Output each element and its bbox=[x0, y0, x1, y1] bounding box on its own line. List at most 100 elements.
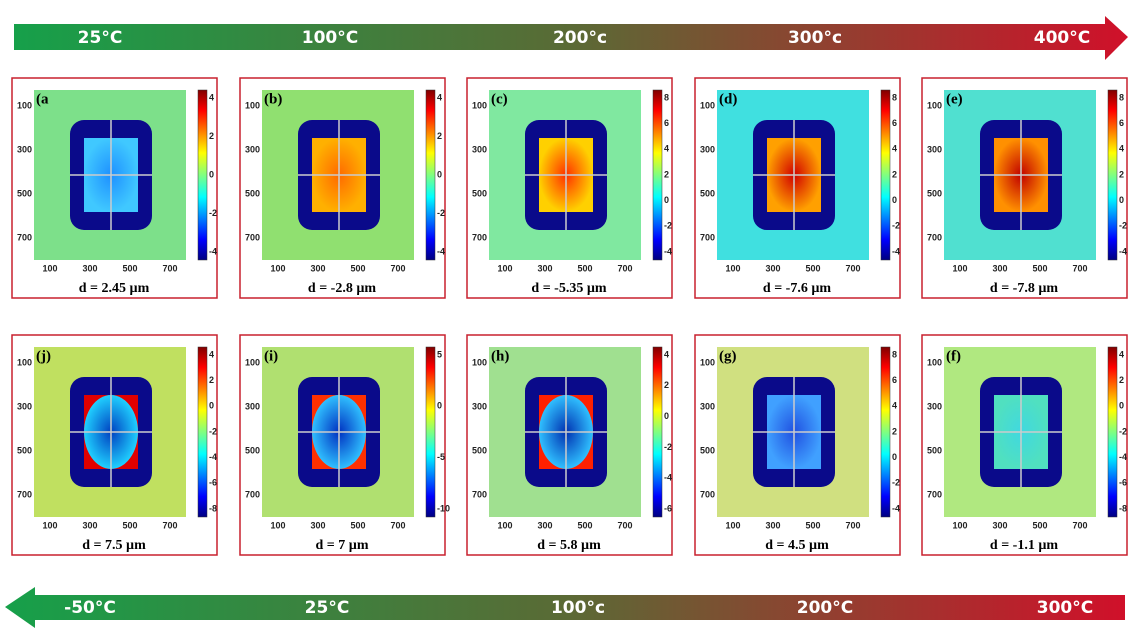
y-tick-label: 100 bbox=[17, 357, 32, 367]
y-tick-label: 300 bbox=[927, 401, 942, 411]
y-tick-label: 300 bbox=[700, 144, 715, 154]
caption: d = 4.5 µm bbox=[765, 538, 829, 553]
x-tick-label: 500 bbox=[805, 520, 820, 530]
colorbar bbox=[198, 90, 207, 260]
x-tick-label: 700 bbox=[1072, 263, 1087, 273]
colorbar-tick-label: -4 bbox=[209, 246, 217, 256]
x-tick-label: 700 bbox=[162, 263, 177, 273]
colorbar-tick-label: -2 bbox=[209, 426, 217, 436]
colorbar bbox=[881, 347, 890, 517]
y-tick-label: 100 bbox=[927, 357, 942, 367]
x-tick-label: 700 bbox=[617, 520, 632, 530]
x-tick-label: 700 bbox=[1072, 520, 1087, 530]
colorbar-tick-label: 2 bbox=[664, 380, 669, 390]
x-tick-label: 700 bbox=[162, 520, 177, 530]
panel-label: (a bbox=[36, 91, 49, 107]
colorbar bbox=[198, 347, 207, 517]
panel-label: (h) bbox=[491, 348, 509, 364]
colorbar-tick-label: -2 bbox=[1119, 426, 1127, 436]
colorbar-tick-label: 8 bbox=[664, 92, 669, 102]
panel-label: (d) bbox=[719, 91, 737, 107]
x-tick-label: 300 bbox=[992, 263, 1007, 273]
y-tick-label: 700 bbox=[700, 489, 715, 499]
panel-label: (f) bbox=[946, 348, 961, 364]
colorbar-tick-label: 8 bbox=[892, 92, 897, 102]
colorbar-tick-label: 5 bbox=[437, 349, 442, 359]
caption: d = 7.5 µm bbox=[82, 538, 146, 553]
y-tick-label: 500 bbox=[245, 445, 260, 455]
colorbar bbox=[1108, 347, 1117, 517]
x-tick-label: 500 bbox=[122, 520, 137, 530]
panel-label: (g) bbox=[719, 348, 737, 364]
x-tick-label: 100 bbox=[725, 263, 740, 273]
x-tick-label: 300 bbox=[537, 263, 552, 273]
colorbar bbox=[1108, 90, 1117, 260]
x-tick-label: 100 bbox=[42, 520, 57, 530]
x-tick-label: 300 bbox=[537, 520, 552, 530]
x-tick-label: 700 bbox=[390, 263, 405, 273]
y-tick-label: 100 bbox=[245, 357, 260, 367]
colorbar-tick-label: 6 bbox=[1119, 118, 1124, 128]
x-tick-label: 300 bbox=[765, 520, 780, 530]
x-tick-label: 100 bbox=[952, 263, 967, 273]
x-tick-label: 500 bbox=[1032, 263, 1047, 273]
y-tick-label: 500 bbox=[700, 188, 715, 198]
colorbar-tick-label: -4 bbox=[1119, 246, 1127, 256]
y-tick-label: 500 bbox=[17, 188, 32, 198]
caption: d = -1.1 µm bbox=[990, 538, 1058, 553]
x-tick-label: 100 bbox=[42, 263, 57, 273]
x-tick-label: 300 bbox=[82, 263, 97, 273]
colorbar-tick-label: 4 bbox=[892, 144, 897, 154]
x-tick-label: 500 bbox=[577, 520, 592, 530]
colorbar-tick-label: 2 bbox=[892, 426, 897, 436]
x-tick-label: 300 bbox=[82, 520, 97, 530]
y-tick-label: 100 bbox=[17, 100, 32, 110]
x-tick-label: 100 bbox=[497, 520, 512, 530]
temperature-label: 25°C bbox=[78, 28, 123, 48]
colorbar-tick-label: -10 bbox=[437, 503, 450, 513]
colorbar-tick-label: 2 bbox=[664, 169, 669, 179]
y-tick-label: 700 bbox=[245, 489, 260, 499]
panel-label: (b) bbox=[264, 91, 282, 107]
temperature-label: 100°c bbox=[551, 598, 605, 618]
colorbar-tick-label: -4 bbox=[892, 246, 900, 256]
y-tick-label: 300 bbox=[700, 401, 715, 411]
temperature-label: 300°C bbox=[1037, 598, 1093, 618]
colorbar bbox=[426, 347, 435, 517]
colorbar-tick-label: 0 bbox=[664, 195, 669, 205]
temperature-label: 400°C bbox=[1034, 28, 1090, 48]
colorbar-tick-label: 2 bbox=[437, 131, 442, 141]
colorbar-tick-label: -4 bbox=[664, 246, 672, 256]
x-tick-label: 500 bbox=[577, 263, 592, 273]
colorbar-tick-label: -6 bbox=[1119, 478, 1127, 488]
colorbar-tick-label: 4 bbox=[209, 92, 214, 102]
colorbar-tick-label: 0 bbox=[1119, 401, 1124, 411]
panel-label: (e) bbox=[946, 91, 963, 107]
x-tick-label: 300 bbox=[765, 263, 780, 273]
colorbar-tick-label: 0 bbox=[664, 411, 669, 421]
colorbar-tick-label: -5 bbox=[437, 452, 445, 462]
colorbar-tick-label: -6 bbox=[664, 503, 672, 513]
colorbar-tick-label: -8 bbox=[1119, 503, 1127, 513]
colorbar-tick-label: 8 bbox=[892, 349, 897, 359]
colorbar-tick-label: 6 bbox=[892, 118, 897, 128]
caption: d = -7.6 µm bbox=[763, 281, 831, 296]
caption: d = 2.45 µm bbox=[79, 281, 150, 296]
temperature-label: 100°C bbox=[302, 28, 358, 48]
caption: d = -7.8 µm bbox=[990, 281, 1058, 296]
x-tick-label: 700 bbox=[617, 263, 632, 273]
temperature-label: 200°C bbox=[797, 598, 853, 618]
y-tick-label: 300 bbox=[245, 401, 260, 411]
colorbar-tick-label: 2 bbox=[209, 131, 214, 141]
colorbar-tick-label: 2 bbox=[209, 375, 214, 385]
temperature-label: 200°c bbox=[553, 28, 607, 48]
y-tick-label: 100 bbox=[700, 357, 715, 367]
y-tick-label: 300 bbox=[472, 401, 487, 411]
x-tick-label: 100 bbox=[497, 263, 512, 273]
y-tick-label: 700 bbox=[927, 489, 942, 499]
panel-label: (i) bbox=[264, 348, 278, 364]
colorbar-tick-label: 0 bbox=[437, 401, 442, 411]
colorbar-tick-label: -4 bbox=[209, 452, 217, 462]
colorbar-tick-label: 0 bbox=[209, 169, 214, 179]
y-tick-label: 500 bbox=[472, 188, 487, 198]
